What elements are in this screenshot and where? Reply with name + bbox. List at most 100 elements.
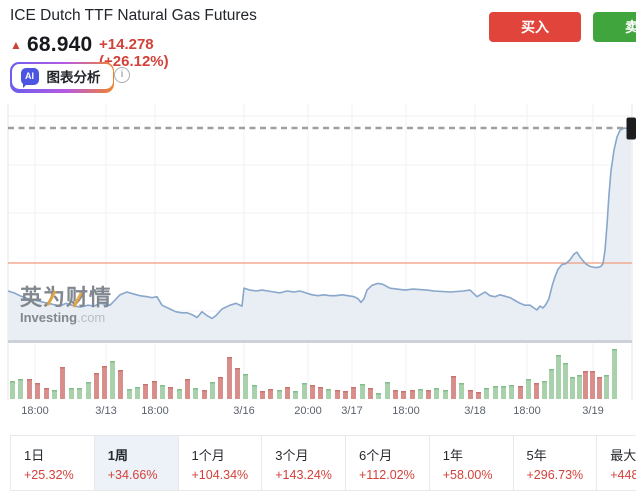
buy-button[interactable]: 买入: [489, 12, 581, 42]
ai-chart-analysis-button[interactable]: AI 图表分析: [10, 62, 114, 93]
volume-bar: [77, 388, 82, 399]
volume-bar: [285, 387, 290, 399]
period-tab-7[interactable]: 5年 +296.73%: [514, 436, 598, 490]
period-label: 5年: [527, 445, 597, 464]
volume-bar: [570, 377, 575, 399]
volume-bar: [360, 384, 365, 399]
volume-bar: [94, 373, 99, 399]
period-change: +34.66%: [108, 468, 178, 482]
price-line: [8, 127, 631, 318]
volume-bar: [577, 375, 582, 399]
period-change: +143.24%: [275, 468, 345, 482]
volume-bar: [227, 357, 232, 399]
volume-bar: [218, 377, 223, 399]
volume-bar: [318, 387, 323, 399]
period-tab-1[interactable]: 1日 +25.32%: [11, 436, 95, 490]
volume-bar: [44, 388, 49, 399]
volume-bar: [534, 383, 539, 399]
volume-bar: [549, 369, 554, 399]
period-label: 1日: [24, 445, 94, 464]
x-axis-label: 3/18: [464, 405, 485, 417]
volume-bar: [493, 386, 498, 399]
x-axis-label: 3/19: [582, 405, 603, 417]
period-tab-3[interactable]: 1个月 +104.34%: [179, 436, 263, 490]
volume-bar: [69, 388, 74, 399]
volume-bar: [60, 367, 65, 399]
volume-bar: [556, 355, 561, 399]
x-axis-label: 3/17: [341, 405, 362, 417]
price-volume-chart[interactable]: 18:00 3/13 18:00 3/16 20:00 3/17 18:00 3/18 18:0…: [0, 100, 636, 420]
volume-bar: [542, 381, 547, 399]
x-axis-label: 3/13: [95, 405, 116, 417]
last-price: 68.940: [27, 33, 92, 57]
volume-bar: [434, 388, 439, 399]
volume-bar: [604, 375, 609, 399]
x-axis-label: 20:00: [294, 405, 322, 417]
volume-bar: [110, 361, 115, 399]
period-tab-8[interactable]: 最大值+448.: [597, 436, 636, 490]
pane-separator: [8, 340, 632, 343]
period-label: 1周: [108, 445, 178, 464]
period-tab-6[interactable]: 1年 +58.00%: [430, 436, 514, 490]
x-axis-label: 18:00: [141, 405, 169, 417]
price-up-arrow-icon: ▲: [10, 38, 22, 52]
x-axis-label: 3/16: [233, 405, 254, 417]
period-change: +448.: [610, 468, 636, 482]
volume-bar: [563, 363, 568, 399]
volume-bar: [102, 366, 107, 399]
period-change: +112.02%: [359, 468, 429, 482]
volume-bar: [86, 382, 91, 399]
period-label: 6个月: [359, 445, 429, 464]
volume-bar: [597, 377, 602, 399]
volume-bar: [27, 379, 32, 399]
period-change: +58.00%: [443, 468, 513, 482]
volume-bar: [118, 370, 123, 399]
volume-bar: [160, 385, 165, 399]
x-axis-label: 18:00: [392, 405, 420, 417]
volume-bar: [583, 371, 588, 399]
volume-bar: [612, 349, 617, 399]
instrument-title: ICE Dutch TTF Natural Gas Futures: [10, 7, 257, 25]
volume-bar: [135, 387, 140, 399]
period-change: +25.32%: [24, 468, 94, 482]
period-label: 1个月: [192, 445, 262, 464]
volume-bar: [10, 381, 15, 399]
volume-bar: [243, 374, 248, 399]
volume-bar: [152, 381, 157, 399]
period-selector: 1日 +25.32% 1周 +34.66% 1个月 +104.34% 3个月 +143.24%…: [10, 435, 636, 491]
volume-bar: [210, 382, 215, 399]
volume-bar: [351, 387, 356, 399]
ai-button-label: 图表分析: [47, 66, 101, 86]
volume-bar: [518, 386, 523, 399]
period-label: 3个月: [275, 445, 345, 464]
volume-bar: [168, 387, 173, 399]
volume-bar: [310, 385, 315, 399]
period-change: +296.73%: [527, 468, 597, 482]
last-price-tag: [627, 118, 636, 140]
sell-button[interactable]: 卖出: [593, 12, 636, 42]
period-tab-5[interactable]: 6个月 +112.02%: [346, 436, 430, 490]
volume-bar: [18, 379, 23, 399]
period-tab-4[interactable]: 3个月 +143.24%: [262, 436, 346, 490]
info-icon[interactable]: i: [114, 67, 130, 83]
volume-bar: [459, 383, 464, 399]
volume-bar: [501, 386, 506, 399]
volume-bar: [451, 376, 456, 399]
x-axis-label: 18:00: [513, 405, 541, 417]
volume-bar: [252, 385, 257, 399]
volume-bar: [509, 385, 514, 399]
volume-bar: [193, 388, 198, 399]
volume-bar: [185, 379, 190, 399]
volume-bar: [302, 383, 307, 399]
period-tab-2[interactable]: 1周 +34.66%: [95, 436, 179, 490]
volume-bar: [143, 384, 148, 399]
volume-bar: [368, 388, 373, 399]
x-axis-label: 18:00: [21, 405, 49, 417]
volume-bar: [484, 388, 489, 399]
period-label: 1年: [443, 445, 513, 464]
volume-bar: [35, 383, 40, 399]
volume-bar: [590, 371, 595, 399]
period-change: +104.34%: [192, 468, 262, 482]
ai-icon: AI: [21, 68, 39, 85]
volume-bar: [235, 368, 240, 399]
